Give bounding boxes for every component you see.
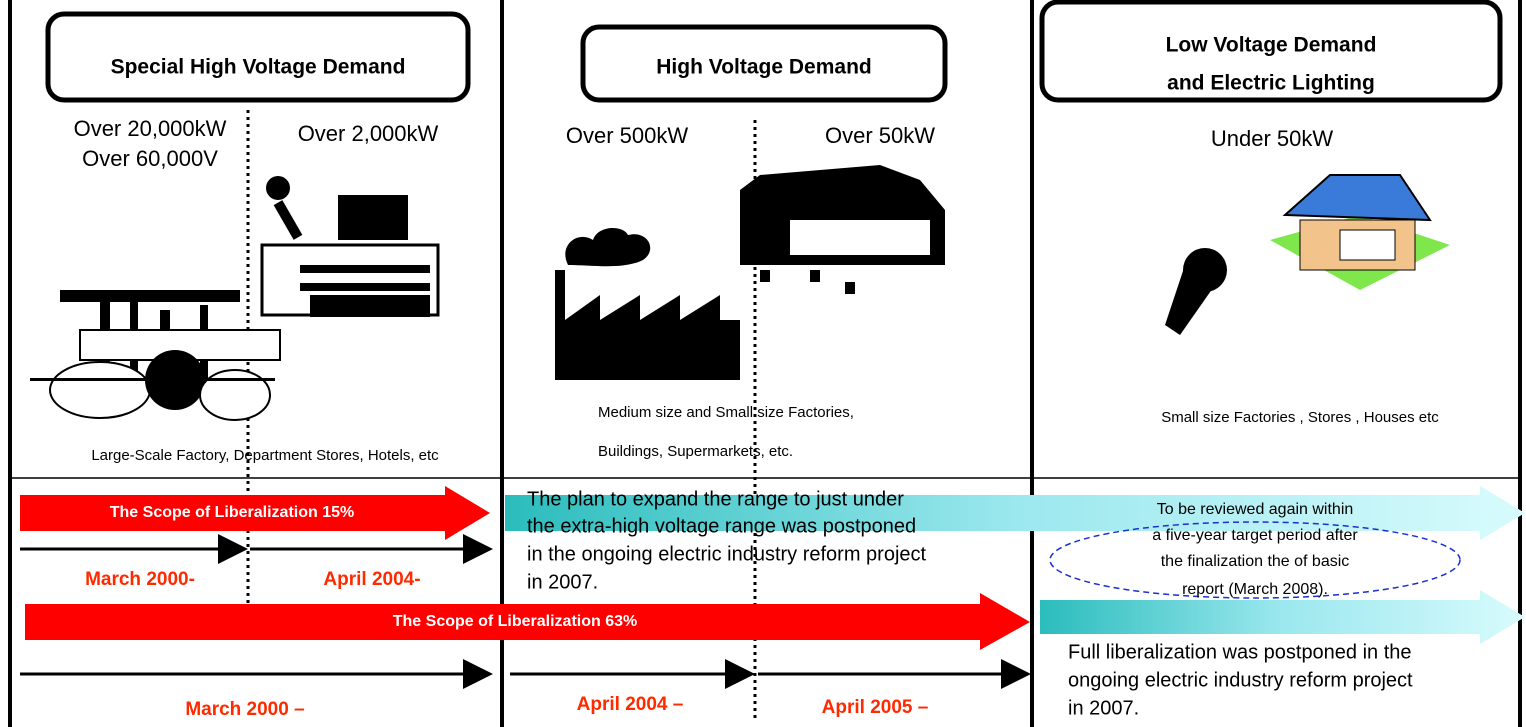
date: April 2005 – <box>822 697 929 718</box>
note: in the ongoing electric industry reform … <box>527 543 927 565</box>
header: Special High Voltage Demand <box>111 56 406 79</box>
factory-icon <box>260 176 440 317</box>
description: Small size Factories , Stores , Houses e… <box>1161 409 1439 426</box>
date: March 2000 – <box>185 699 304 720</box>
scope-arrow <box>20 486 490 540</box>
pending-arrow <box>505 486 1525 540</box>
note: the finalization the of basic <box>1161 553 1350 570</box>
review-ellipse <box>1049 521 1461 599</box>
note: To be reviewed again within <box>1157 501 1354 518</box>
threshold: Over 60,000V <box>82 146 218 171</box>
note: in 2007. <box>527 571 598 593</box>
note: ongoing electric industry reform project <box>1068 669 1413 691</box>
header: and Electric Lighting <box>1167 72 1375 95</box>
note: the extra-high voltage range was postpon… <box>527 515 916 537</box>
house-icon <box>1270 174 1450 290</box>
note: report (March 2008). <box>1182 581 1328 598</box>
date: April 2004- <box>323 569 420 590</box>
scope-arrow <box>25 593 1030 650</box>
threshold: Over 50kW <box>825 123 935 148</box>
note: in 2007. <box>1068 697 1139 719</box>
pending-arrow <box>1040 590 1525 644</box>
threshold: Over 20,000kW <box>74 116 227 141</box>
scope-label: The Scope of Liberalization 63% <box>393 613 638 630</box>
threshold: Under 50kW <box>1211 126 1334 151</box>
threshold: Over 2,000kW <box>298 121 439 146</box>
date: March 2000- <box>85 569 195 590</box>
threshold: Over 500kW <box>566 123 688 148</box>
note: The plan to expand the range to just und… <box>527 488 904 510</box>
note: Full liberalization was postponed in the <box>1068 641 1412 663</box>
refinery-icon <box>30 290 281 421</box>
header-boxes <box>45 0 1503 103</box>
date: April 2004 – <box>577 694 684 715</box>
description: Buildings, Supermarkets, etc. <box>598 443 793 460</box>
timeline-arrows <box>20 534 1031 689</box>
note: a five-year target period after <box>1152 527 1358 544</box>
description: Large-Scale Factory, Department Stores, … <box>91 447 439 464</box>
header: Low Voltage Demand <box>1166 34 1377 57</box>
store-icon <box>740 165 945 294</box>
wrench-icon <box>1165 248 1227 335</box>
icons <box>30 165 1450 421</box>
smokestack-icon <box>555 228 740 380</box>
scope-label: The Scope of Liberalization 15% <box>110 504 355 521</box>
header: High Voltage Demand <box>656 56 871 79</box>
description: Medium size and Small size Factories, <box>598 404 854 421</box>
